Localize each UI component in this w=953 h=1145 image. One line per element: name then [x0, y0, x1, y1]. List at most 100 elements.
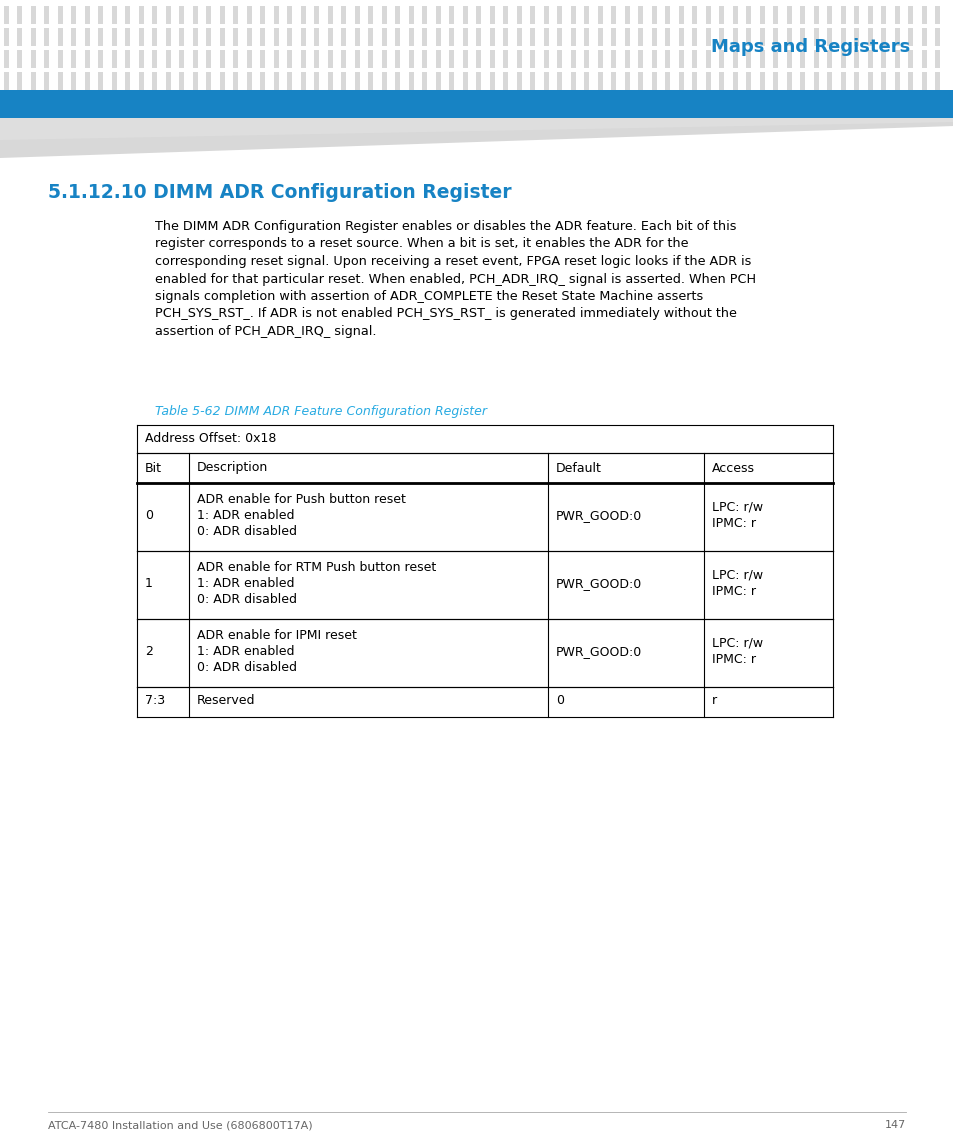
- Text: IPMC: r: IPMC: r: [712, 585, 756, 598]
- Text: PWR_GOOD:0: PWR_GOOD:0: [555, 577, 641, 590]
- Bar: [341, 6, 346, 24]
- Bar: [85, 6, 90, 24]
- Bar: [935, 50, 940, 68]
- Bar: [179, 50, 184, 68]
- Bar: [314, 27, 319, 46]
- Bar: [126, 50, 131, 68]
- Bar: [935, 72, 940, 90]
- Bar: [166, 27, 171, 46]
- Text: Default: Default: [555, 461, 601, 474]
- Bar: [907, 72, 913, 90]
- Bar: [894, 6, 899, 24]
- Bar: [611, 50, 616, 68]
- Bar: [907, 50, 913, 68]
- Bar: [341, 27, 346, 46]
- Bar: [665, 50, 670, 68]
- Bar: [732, 6, 738, 24]
- Text: ADR enable for Push button reset: ADR enable for Push button reset: [197, 493, 406, 506]
- Bar: [854, 72, 859, 90]
- Bar: [624, 27, 629, 46]
- Bar: [530, 6, 535, 24]
- Bar: [611, 72, 616, 90]
- Bar: [30, 72, 36, 90]
- Bar: [651, 72, 657, 90]
- Bar: [638, 6, 643, 24]
- Bar: [4, 50, 9, 68]
- Bar: [139, 6, 144, 24]
- Bar: [381, 50, 387, 68]
- Text: LPC: r/w: LPC: r/w: [712, 637, 762, 650]
- Bar: [152, 6, 157, 24]
- Bar: [773, 27, 778, 46]
- Bar: [260, 72, 265, 90]
- Bar: [85, 27, 90, 46]
- Bar: [193, 72, 198, 90]
- Bar: [881, 27, 885, 46]
- Bar: [368, 50, 374, 68]
- Text: LPC: r/w: LPC: r/w: [712, 502, 762, 514]
- Bar: [409, 50, 414, 68]
- Bar: [921, 72, 926, 90]
- Bar: [233, 27, 238, 46]
- Bar: [517, 6, 521, 24]
- Bar: [543, 27, 548, 46]
- Bar: [436, 6, 440, 24]
- Bar: [422, 27, 427, 46]
- Bar: [760, 6, 764, 24]
- Bar: [436, 27, 440, 46]
- Bar: [745, 27, 751, 46]
- Bar: [624, 72, 629, 90]
- Bar: [867, 50, 872, 68]
- Bar: [328, 27, 333, 46]
- Bar: [449, 50, 454, 68]
- Bar: [571, 72, 576, 90]
- Bar: [233, 50, 238, 68]
- Bar: [152, 72, 157, 90]
- Bar: [800, 50, 804, 68]
- Bar: [557, 72, 562, 90]
- Bar: [638, 27, 643, 46]
- Bar: [841, 50, 845, 68]
- Bar: [611, 27, 616, 46]
- Bar: [395, 72, 400, 90]
- Bar: [260, 50, 265, 68]
- Bar: [206, 50, 212, 68]
- Bar: [247, 6, 252, 24]
- Bar: [355, 6, 359, 24]
- Bar: [381, 72, 387, 90]
- Bar: [98, 27, 103, 46]
- Bar: [58, 50, 63, 68]
- Bar: [395, 27, 400, 46]
- Bar: [517, 72, 521, 90]
- Bar: [651, 50, 657, 68]
- Bar: [732, 27, 738, 46]
- Bar: [139, 27, 144, 46]
- Bar: [247, 27, 252, 46]
- Bar: [220, 72, 225, 90]
- Bar: [166, 72, 171, 90]
- Text: 0: 0: [555, 694, 563, 706]
- Bar: [17, 72, 23, 90]
- Text: 147: 147: [883, 1120, 905, 1130]
- Bar: [800, 72, 804, 90]
- Bar: [368, 6, 374, 24]
- Bar: [503, 50, 508, 68]
- Bar: [152, 27, 157, 46]
- Polygon shape: [0, 118, 953, 140]
- Bar: [490, 27, 495, 46]
- Bar: [355, 50, 359, 68]
- Text: Maps and Registers: Maps and Registers: [710, 38, 909, 56]
- Bar: [813, 50, 818, 68]
- Bar: [328, 6, 333, 24]
- Polygon shape: [0, 118, 953, 158]
- Bar: [220, 6, 225, 24]
- Text: signals completion with assertion of ADR_COMPLETE the Reset State Machine assert: signals completion with assertion of ADR…: [154, 290, 702, 303]
- Bar: [476, 6, 481, 24]
- Bar: [409, 6, 414, 24]
- Bar: [543, 6, 548, 24]
- Bar: [503, 27, 508, 46]
- Bar: [894, 27, 899, 46]
- Bar: [907, 27, 913, 46]
- Bar: [422, 50, 427, 68]
- Bar: [409, 27, 414, 46]
